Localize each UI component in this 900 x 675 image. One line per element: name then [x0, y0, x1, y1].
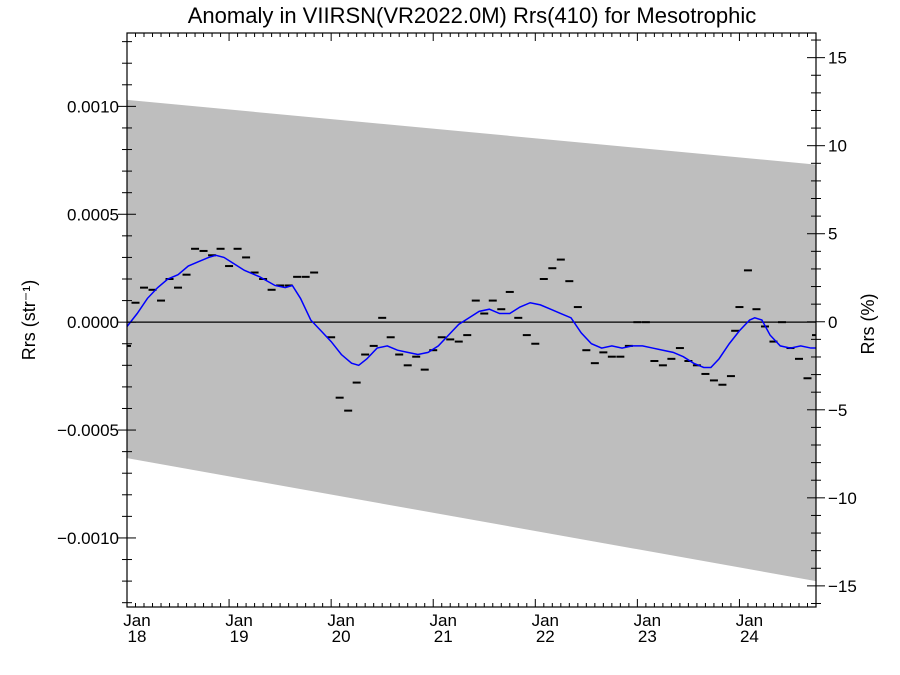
- y-tick-label-right-4: −5: [828, 401, 847, 420]
- x-tick-month-6: Jan: [736, 611, 763, 630]
- y-tick-label-right-5: −10: [828, 489, 857, 508]
- plot-frame: [126, 32, 817, 608]
- uncertainty-band: [127, 99, 816, 582]
- x-tick-month-1: Jan: [225, 611, 252, 630]
- x-tick-year-0: 18: [128, 627, 147, 646]
- smoothed-line: [127, 254, 816, 369]
- y-axis-title-right: Rrs (%): [858, 294, 878, 355]
- y-axis-right: 15 10 5 0 −5 −10 −15: [807, 39, 857, 604]
- x-tick-year-2: 20: [332, 627, 351, 646]
- x-tick-month-4: Jan: [532, 611, 559, 630]
- y-tick-label-right-6: −15: [828, 577, 857, 596]
- y-axis-left: 0.0010 0.0005 0.0000 −0.0005 −0.0010: [57, 41, 136, 604]
- y-tick-label-right-0: 15: [828, 49, 847, 68]
- chart-title: Anomaly in VIIRSN(VR2022.0M) Rrs(410) fo…: [188, 3, 757, 28]
- y-tick-label-right-2: 5: [828, 225, 837, 244]
- plot-area: [126, 32, 817, 608]
- y-tick-label-left-1: 0.0005: [67, 205, 119, 224]
- y-tick-label-right-3: 0: [828, 313, 837, 332]
- y-tick-label-right-1: 10: [828, 137, 847, 156]
- x-tick-month-3: Jan: [430, 611, 457, 630]
- y-axis-title-left: Rrs (str⁻¹): [19, 280, 39, 360]
- x-tick-year-3: 21: [434, 627, 453, 646]
- x-tick-year-6: 24: [740, 627, 759, 646]
- x-tick-year-4: 22: [536, 627, 555, 646]
- x-tick-year-5: 23: [638, 627, 657, 646]
- y-tick-label-left-2: 0.0000: [67, 313, 119, 332]
- y-tick-label-left-0: 0.0010: [67, 97, 119, 116]
- x-tick-month-2: Jan: [327, 611, 354, 630]
- x-tick-year-1: 19: [230, 627, 249, 646]
- x-tick-month-5: Jan: [634, 611, 661, 630]
- y-tick-label-left-4: −0.0010: [57, 529, 119, 548]
- x-tick-month-0: Jan: [123, 611, 150, 630]
- y-tick-label-left-3: −0.0005: [57, 421, 119, 440]
